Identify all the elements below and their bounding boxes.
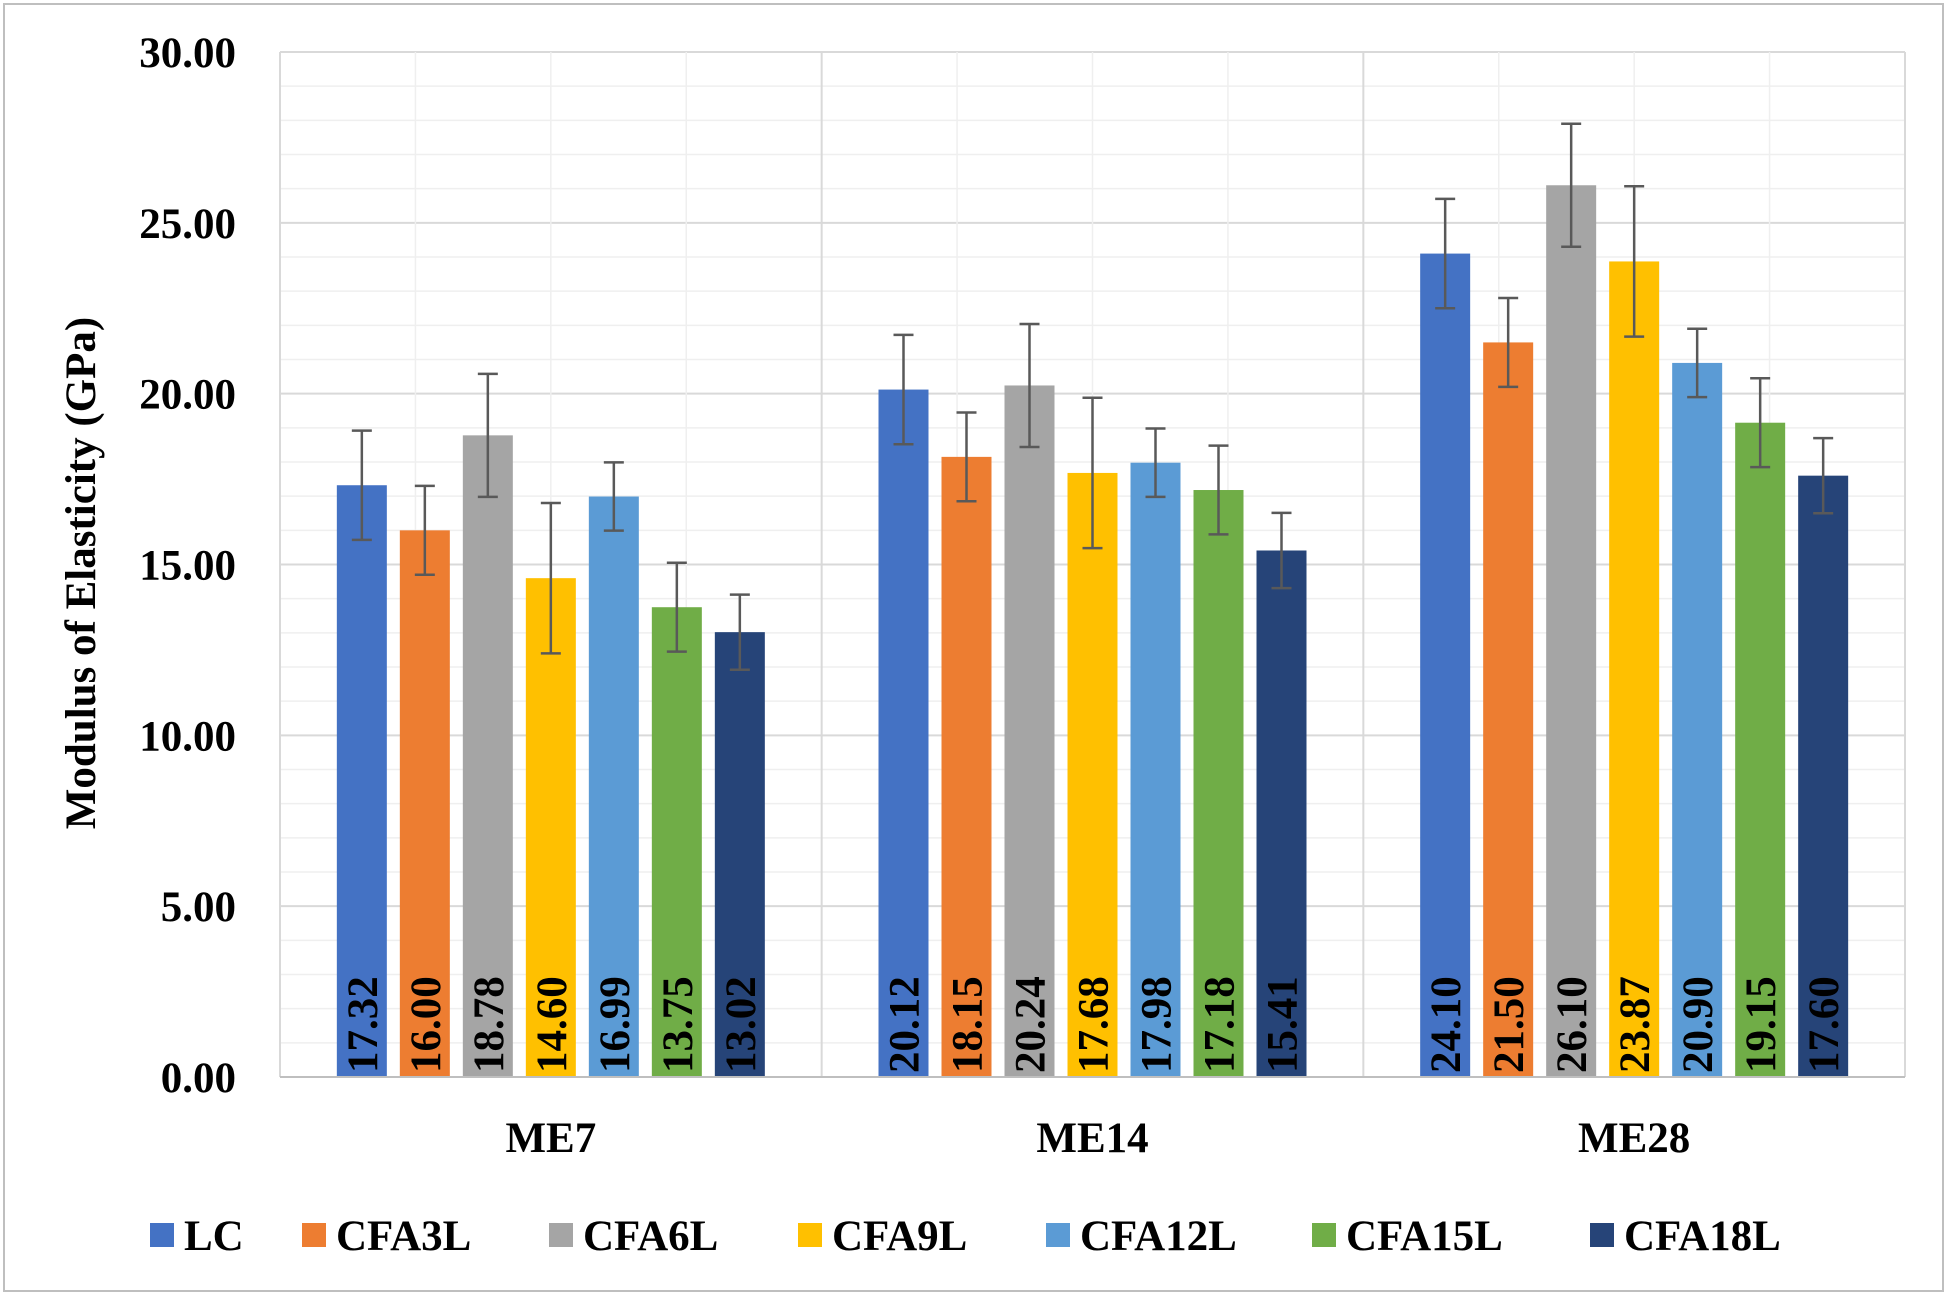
bar-cfa18l-me7: [714, 632, 765, 1077]
legend-swatch-cfa9l: [798, 1223, 822, 1247]
bar-cfa9l-me14: [1067, 472, 1118, 1077]
bar-cfa12l-me28: [1672, 362, 1723, 1078]
legend-label-lc: LC: [184, 1213, 244, 1260]
y-tick-label: 15.00: [139, 543, 236, 590]
bar-lc-me7: [336, 485, 387, 1077]
legend-swatch-cfa15l: [1312, 1223, 1336, 1247]
data-label: 15.41: [1260, 976, 1307, 1073]
bar-cfa9l-me28: [1609, 261, 1660, 1078]
x-tick-label: ME14: [1036, 1115, 1148, 1162]
data-label: 14.60: [529, 976, 576, 1073]
data-label: 16.00: [403, 976, 450, 1073]
legend-label-cfa3l: CFA3L: [336, 1213, 471, 1260]
data-label: 19.15: [1738, 976, 1785, 1073]
axes-layer: 0.00 5.00 10.00 15.00 20.00 25.00 30.00 ME7 ME14…: [139, 30, 1905, 1162]
bar-cfa9l-me7: [525, 578, 576, 1077]
legend-label-cfa6l: CFA6L: [583, 1213, 718, 1260]
y-tick-label: 10.00: [139, 713, 236, 760]
data-label: 20.12: [882, 976, 929, 1073]
bar-lc-me28: [1420, 253, 1471, 1078]
legend-label-cfa15l: CFA15L: [1346, 1213, 1503, 1260]
y-tick-label: 30.00: [139, 30, 236, 77]
data-label: 18.78: [466, 976, 513, 1073]
bar-cfa6l-me14: [1004, 385, 1055, 1077]
bar-cfa6l-me28: [1546, 185, 1597, 1077]
bar-cfa15l-me28: [1735, 422, 1786, 1077]
legend-label-cfa12l: CFA12L: [1080, 1213, 1237, 1260]
legend-swatch-cfa6l: [549, 1223, 573, 1247]
legend-label-cfa18l: CFA18L: [1624, 1213, 1781, 1260]
data-label: 13.75: [655, 976, 702, 1073]
data-label: 26.10: [1549, 976, 1596, 1073]
y-tick-label: 0.00: [161, 1055, 236, 1102]
data-label: 23.87: [1612, 976, 1659, 1073]
bar-cfa3l-me28: [1483, 342, 1534, 1078]
bar-cfa15l-me14: [1193, 490, 1244, 1077]
data-label: 17.60: [1801, 976, 1848, 1073]
legend-swatch-cfa12l: [1046, 1223, 1070, 1247]
data-label: 18.15: [945, 976, 992, 1073]
data-label: 17.98: [1134, 976, 1181, 1073]
data-label: 20.24: [1008, 976, 1055, 1073]
y-axis-label: Modulus of Elasticity (GPa): [58, 317, 105, 829]
y-tick-label: 5.00: [161, 884, 236, 931]
bar-cfa15l-me7: [651, 607, 702, 1077]
x-tick-label: ME28: [1578, 1115, 1690, 1162]
bar-cfa3l-me7: [399, 530, 450, 1077]
bar-cfa18l-me14: [1256, 550, 1307, 1077]
chart-frame: [3, 3, 1944, 1292]
bar-cfa3l-me14: [941, 456, 992, 1077]
y-tick-label: 20.00: [139, 372, 236, 419]
bar-cfa6l-me7: [462, 435, 513, 1078]
data-label: 24.10: [1423, 976, 1470, 1073]
bar-lc-me14: [878, 389, 929, 1078]
bar-cfa18l-me28: [1798, 475, 1849, 1078]
data-label: 17.32: [340, 976, 387, 1073]
legend-swatch-cfa18l: [1590, 1223, 1614, 1247]
y-tick-label: 25.00: [139, 201, 236, 248]
data-label: 20.90: [1675, 976, 1722, 1073]
data-label: 13.02: [718, 976, 765, 1073]
legend-swatch-cfa3l: [302, 1223, 326, 1247]
x-tick-label: ME7: [505, 1115, 596, 1162]
data-label: 21.50: [1486, 976, 1533, 1073]
legend: LC CFA3L CFA6L CFA9L CFA12L CFA15L CFA18L: [150, 1213, 1781, 1260]
bars-layer: 17.32 16.00 18.78 14.60 16.99 13.75 13.02 20.12…: [336, 122, 1849, 1078]
data-label: 16.99: [592, 976, 639, 1073]
bar-cfa12l-me7: [588, 496, 639, 1078]
legend-label-cfa9l: CFA9L: [832, 1213, 967, 1260]
legend-swatch-lc: [150, 1223, 174, 1247]
data-label: 17.68: [1071, 976, 1118, 1073]
data-label: 17.18: [1197, 976, 1244, 1073]
bar-cfa12l-me14: [1130, 462, 1181, 1077]
